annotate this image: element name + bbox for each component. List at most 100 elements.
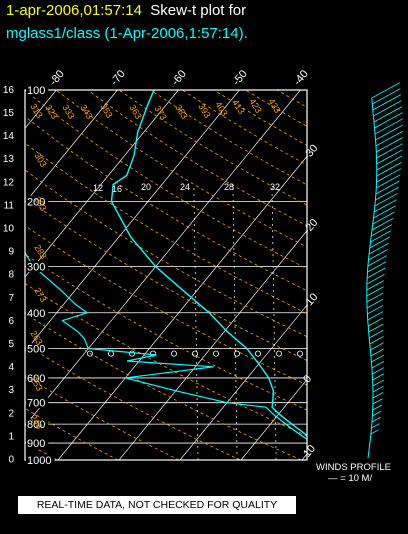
top-temperature-label: -50 <box>231 68 250 88</box>
wind-barb <box>372 373 385 381</box>
dry-adiabat <box>118 90 307 206</box>
wind-barb <box>368 242 389 255</box>
pressure-label: 400 <box>27 308 45 320</box>
wind-barb <box>371 423 380 429</box>
right-temperature-label: -30 <box>301 142 320 162</box>
dry-adiabat-label: 323 <box>43 103 59 121</box>
top-temperature-label: -70 <box>109 68 128 88</box>
wind-barb <box>366 298 384 309</box>
dry-adiabat <box>25 225 307 386</box>
isotherm-line <box>118 230 307 460</box>
wind-barb <box>370 348 384 357</box>
height-km-label: 13 <box>3 154 15 165</box>
station-title: mglass1/class (1-Apr-2006,1:57:14). <box>6 25 248 42</box>
wind-barb <box>375 180 400 195</box>
wind-barb <box>372 398 383 405</box>
wind-barb <box>372 410 382 417</box>
wind-barb <box>371 82 401 99</box>
pressure-label-bg <box>26 372 49 384</box>
wind-barb <box>368 323 384 333</box>
isotherm-line <box>25 90 118 204</box>
pressure-label: 600 <box>27 373 45 385</box>
height-km-label: 12 <box>3 177 15 188</box>
wind-barb <box>376 143 403 159</box>
dry-adiabat <box>25 407 119 460</box>
right-temperature-label: -20 <box>301 217 320 237</box>
mixing-ratio-line <box>350 185 354 461</box>
dry-adiabat <box>25 313 302 460</box>
dry-adiabat-label: 353 <box>98 102 114 120</box>
pressure-label-bg <box>26 397 49 409</box>
wind-barb <box>372 367 385 375</box>
moist-adiabat-marker <box>149 350 156 357</box>
mixing-ratio-label: 16 <box>112 184 122 194</box>
moist-adiabat-marker <box>191 350 198 357</box>
height-km-label: 6 <box>8 316 14 327</box>
height-km-label: 7 <box>8 293 14 304</box>
wind-barb <box>371 417 381 423</box>
wind-barb <box>372 211 395 225</box>
dry-adiabat <box>25 115 307 292</box>
dry-adiabat-label: 343 <box>78 103 94 121</box>
wind-barb <box>366 292 384 303</box>
pressure-label: 1000 <box>27 455 51 467</box>
moist-adiabat-marker <box>212 350 219 357</box>
temperature-trace <box>110 90 307 437</box>
height-km-label: 8 <box>8 270 14 281</box>
wind-barb <box>376 174 401 189</box>
moist-adiabat-marker <box>233 350 240 357</box>
moist-adiabat-marker <box>128 350 135 357</box>
mixing-ratio-label: 32 <box>270 182 280 192</box>
wind-barb <box>366 273 385 285</box>
moist-adiabat-marker <box>170 350 177 357</box>
moist-adiabat-marker <box>254 350 261 357</box>
dry-adiabat <box>25 197 307 362</box>
wind-barb <box>372 404 383 411</box>
dry-adiabat-label: 303 <box>32 151 48 169</box>
dry-adiabat-label: 383 <box>173 103 189 121</box>
isotherm-line <box>25 90 179 278</box>
title-line: 1-apr-2006,01:57:14 Skew-t plot for <box>6 2 246 19</box>
mixing-ratio-label: 20 <box>141 182 151 192</box>
moist-adiabat-marker <box>108 350 115 357</box>
pressure-label-bg <box>26 84 49 96</box>
dry-adiabat <box>25 343 241 460</box>
wind-barb <box>371 361 385 369</box>
isotherm-line <box>57 155 307 460</box>
mixing-ratio-line <box>271 184 277 460</box>
wind-barb <box>371 217 394 231</box>
winds-scale-label: — = 10 M/ <box>328 473 372 484</box>
wind-barb <box>376 162 402 177</box>
wind-barb <box>370 429 379 435</box>
dry-adiabat-label: 313 <box>28 102 44 120</box>
title-plot-label: Skew-t plot for <box>150 2 247 19</box>
wind-barb <box>367 311 384 321</box>
wind-barb <box>370 342 384 351</box>
top-temperature-label: -80 <box>48 68 67 88</box>
wind-barb <box>372 385 384 393</box>
wind-barb <box>371 224 393 237</box>
pressure-label: 100 <box>27 85 45 97</box>
isotherm-line <box>25 90 240 353</box>
dry-adiabat-label: 283 <box>32 243 48 261</box>
moist-adiabat-marker <box>275 350 282 357</box>
dry-adiabat-label: 433 <box>266 97 282 115</box>
title-datetime: 1-apr-2006,01:57:14 <box>6 2 142 19</box>
pressure-label-bg <box>26 195 49 207</box>
height-km-label: 9 <box>8 247 14 258</box>
wind-barb <box>376 149 403 165</box>
wind-barb <box>375 130 403 147</box>
wind-profile <box>366 82 403 459</box>
wind-barb <box>369 336 384 345</box>
dry-adiabat-label: 413 <box>230 98 246 116</box>
mixing-ratio-label: 28 <box>224 182 234 192</box>
height-km-label: 2 <box>8 408 14 419</box>
wind-barb <box>374 112 403 129</box>
mixing-ratio-label: 12 <box>93 183 103 193</box>
pressure-label-bg <box>26 307 49 319</box>
wind-barb <box>369 329 384 339</box>
dry-adiabat-label: 273 <box>32 286 48 304</box>
pressure-label-bg <box>26 454 55 466</box>
mixing-ratio-line <box>193 184 199 460</box>
height-km-label: 15 <box>3 108 15 119</box>
